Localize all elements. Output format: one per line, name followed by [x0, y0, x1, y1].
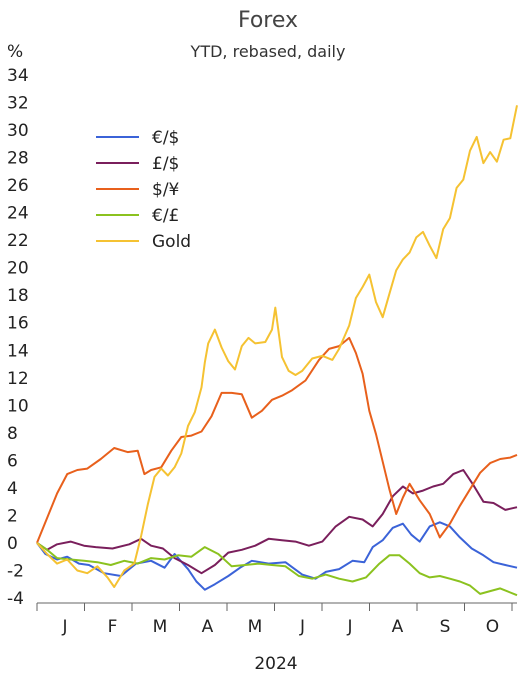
x-month-label: F	[108, 617, 118, 637]
y-tick-label: 32	[7, 94, 29, 114]
y-axis-unit-label: %	[7, 42, 23, 62]
x-month-label: J	[346, 617, 352, 637]
y-tick-label: 18	[7, 286, 29, 306]
y-tick-label: 6	[7, 451, 18, 471]
legend-label: €/$	[152, 128, 179, 148]
y-tick-label: 16	[7, 314, 29, 334]
legend: €/$ £/$ $/¥ €/£ Gold	[96, 128, 191, 252]
y-tick-label: 24	[7, 204, 29, 224]
y-tick-label: 0	[7, 534, 18, 554]
legend-label: Gold	[152, 232, 191, 252]
series-line	[36, 542, 518, 597]
chart-title: Forex	[238, 8, 298, 33]
y-tick-label: 14	[7, 341, 29, 361]
series-lines	[36, 105, 518, 597]
x-month-label: J	[299, 617, 305, 637]
series-line	[36, 336, 518, 544]
x-month-label: J	[61, 617, 67, 637]
y-tick-label: -4	[7, 589, 24, 609]
x-month-label: O	[486, 617, 499, 637]
legend-label: €/£	[152, 206, 179, 226]
series-line	[36, 105, 518, 588]
x-month-label: A	[392, 617, 404, 637]
chart-subtitle: YTD, rebased, daily	[190, 42, 346, 61]
legend-label: $/¥	[152, 180, 180, 200]
x-month-label: A	[202, 617, 214, 637]
y-tick-label: 10	[7, 396, 29, 416]
x-month-label: M	[153, 617, 168, 637]
y-tick-label: 8	[7, 424, 18, 444]
y-tick-label: 34	[7, 66, 29, 86]
y-tick-label: -2	[7, 561, 24, 581]
series-line	[36, 521, 518, 591]
series-line	[36, 469, 518, 575]
y-tick-label: 22	[7, 231, 29, 251]
y-tick-label: 20	[7, 259, 29, 279]
legend-label: £/$	[152, 154, 179, 174]
y-tick-label: 12	[7, 369, 29, 389]
x-month-label: M	[248, 617, 263, 637]
x-month-label: S	[440, 617, 451, 637]
y-tick-label: 30	[7, 121, 29, 141]
y-tick-label: 2	[7, 506, 18, 526]
y-tick-label: 4	[7, 479, 18, 499]
x-axis-year-label: 2024	[254, 654, 297, 674]
y-tick-label: 26	[7, 176, 29, 196]
y-tick-label: 28	[7, 149, 29, 169]
